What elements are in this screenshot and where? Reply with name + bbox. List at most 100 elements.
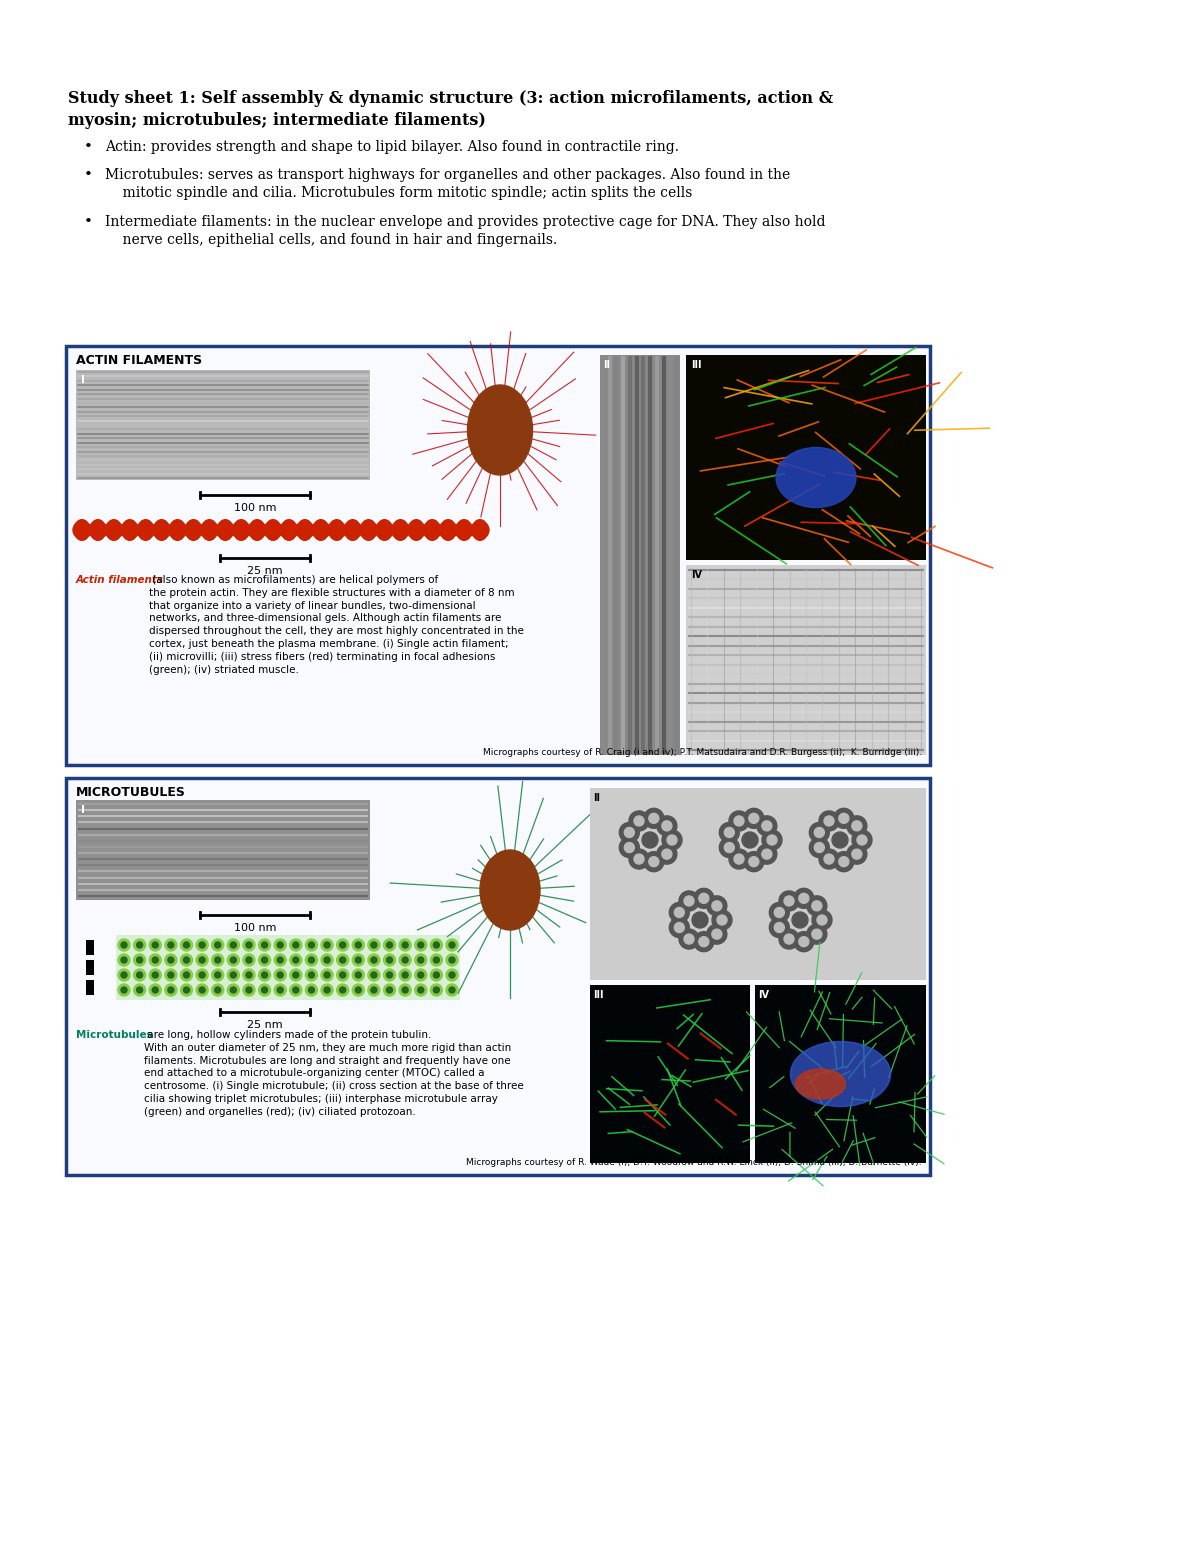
Circle shape — [718, 915, 727, 926]
Circle shape — [314, 520, 328, 533]
Bar — [116, 935, 460, 1000]
Circle shape — [340, 957, 346, 963]
Circle shape — [433, 988, 439, 992]
Circle shape — [199, 943, 205, 947]
Circle shape — [168, 943, 174, 947]
Circle shape — [857, 836, 866, 845]
Circle shape — [337, 954, 349, 966]
Circle shape — [634, 815, 644, 826]
Circle shape — [121, 972, 127, 978]
Circle shape — [73, 520, 91, 539]
Circle shape — [133, 954, 145, 966]
Circle shape — [121, 988, 127, 992]
Text: Microtubules: Microtubules — [76, 1030, 152, 1041]
Circle shape — [121, 943, 127, 947]
Text: III: III — [691, 360, 702, 370]
Circle shape — [762, 829, 782, 849]
Circle shape — [196, 940, 208, 950]
Circle shape — [712, 910, 732, 930]
Circle shape — [812, 929, 822, 940]
Circle shape — [749, 857, 758, 867]
Circle shape — [784, 896, 794, 905]
Circle shape — [400, 954, 412, 966]
Circle shape — [324, 988, 330, 992]
Circle shape — [124, 520, 136, 533]
Circle shape — [227, 954, 239, 966]
Circle shape — [634, 854, 644, 863]
Circle shape — [118, 940, 130, 950]
Circle shape — [258, 954, 270, 966]
Circle shape — [812, 910, 832, 930]
Circle shape — [164, 985, 176, 995]
Circle shape — [242, 985, 254, 995]
Text: •: • — [84, 214, 92, 228]
Circle shape — [744, 851, 764, 871]
Circle shape — [308, 943, 314, 947]
Text: are long, hollow cylinders made of the protein tubulin.
With an outer diameter o: are long, hollow cylinders made of the p… — [144, 1030, 523, 1117]
Bar — [86, 980, 94, 995]
Circle shape — [433, 957, 439, 963]
Circle shape — [137, 520, 155, 539]
Circle shape — [679, 929, 698, 949]
Circle shape — [322, 954, 334, 966]
Circle shape — [806, 924, 827, 944]
Circle shape — [812, 901, 822, 912]
Circle shape — [667, 836, 677, 845]
Circle shape — [330, 520, 343, 533]
Circle shape — [762, 849, 772, 859]
Circle shape — [347, 528, 359, 540]
Circle shape — [818, 811, 839, 831]
Circle shape — [852, 829, 872, 849]
Text: III: III — [593, 989, 604, 1000]
Circle shape — [347, 520, 359, 533]
Bar — [86, 960, 94, 975]
Circle shape — [308, 988, 314, 992]
Circle shape — [137, 988, 143, 992]
Circle shape — [619, 837, 640, 857]
Circle shape — [180, 954, 192, 966]
Text: •: • — [84, 168, 92, 182]
Circle shape — [155, 520, 168, 533]
Circle shape — [299, 528, 311, 540]
Circle shape — [368, 969, 380, 981]
Circle shape — [355, 988, 361, 992]
Circle shape — [324, 972, 330, 978]
Bar — [76, 800, 370, 901]
Circle shape — [211, 985, 223, 995]
Circle shape — [371, 957, 377, 963]
Circle shape — [774, 907, 785, 918]
Circle shape — [152, 520, 170, 539]
Circle shape — [184, 988, 190, 992]
Circle shape — [355, 957, 361, 963]
Circle shape — [707, 924, 727, 944]
Circle shape — [384, 969, 396, 981]
Circle shape — [762, 822, 772, 831]
Circle shape — [439, 520, 457, 539]
Circle shape — [330, 528, 343, 540]
Circle shape — [446, 969, 458, 981]
Circle shape — [262, 957, 268, 963]
Circle shape — [449, 943, 455, 947]
Circle shape — [402, 943, 408, 947]
Circle shape — [196, 969, 208, 981]
Circle shape — [258, 985, 270, 995]
Circle shape — [839, 857, 848, 867]
Circle shape — [233, 520, 250, 539]
Circle shape — [368, 985, 380, 995]
Circle shape — [707, 896, 727, 916]
Circle shape — [698, 936, 709, 947]
Circle shape — [431, 985, 443, 995]
Circle shape — [431, 940, 443, 950]
Circle shape — [376, 520, 394, 539]
Circle shape — [277, 972, 283, 978]
Circle shape — [89, 520, 107, 539]
Circle shape — [203, 520, 216, 533]
Circle shape — [290, 969, 302, 981]
Circle shape — [246, 957, 252, 963]
Circle shape — [815, 828, 824, 837]
Circle shape — [108, 520, 120, 533]
Circle shape — [293, 957, 299, 963]
Circle shape — [446, 940, 458, 950]
Circle shape — [694, 888, 714, 909]
Circle shape — [340, 972, 346, 978]
